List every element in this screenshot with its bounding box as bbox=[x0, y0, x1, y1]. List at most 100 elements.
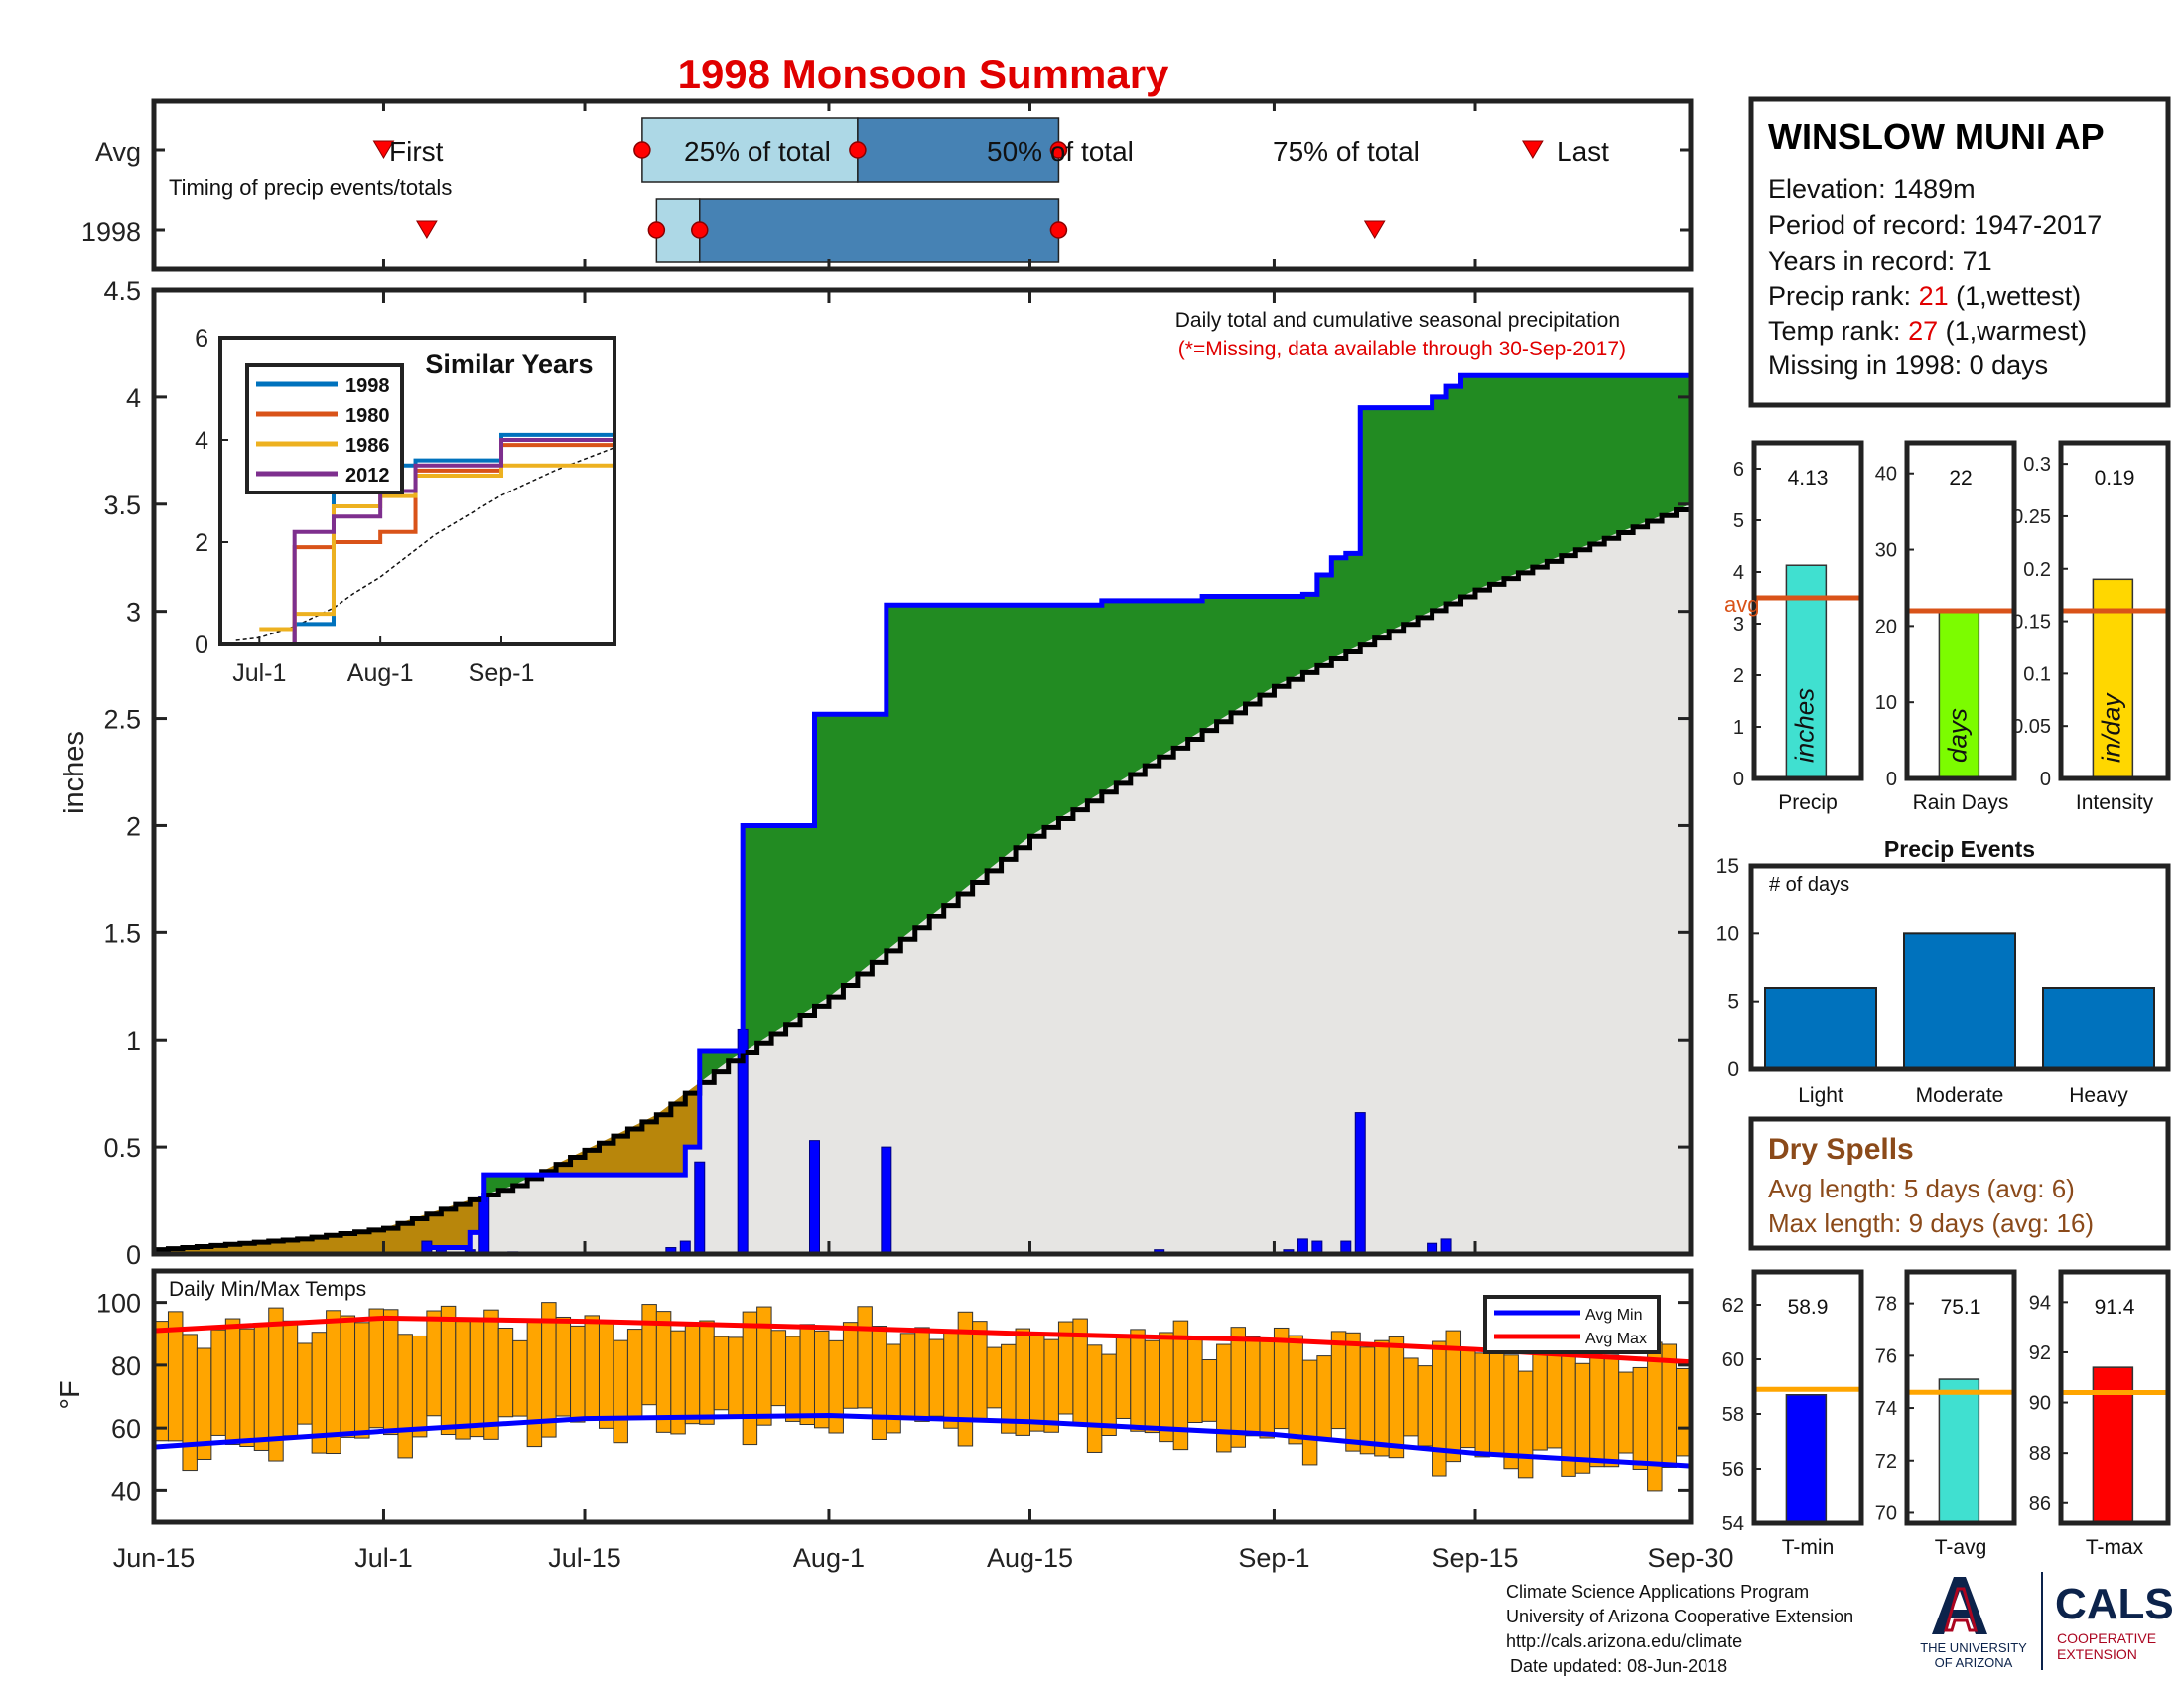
daily-temp-bar bbox=[986, 1346, 1003, 1409]
daily-temp-bar bbox=[857, 1306, 873, 1409]
precip-ylabel: inches bbox=[59, 731, 90, 814]
inset-y-tick-label: 4 bbox=[195, 427, 208, 455]
station-frame bbox=[1748, 96, 2171, 408]
daily-temp-bar bbox=[728, 1336, 744, 1419]
tmin-y-tick-label: 56 bbox=[1722, 1459, 1744, 1480]
tmax-label: T-max bbox=[2086, 1536, 2144, 1559]
intensity-unit: in/day bbox=[2096, 692, 2125, 763]
precip-rank-value: 21 bbox=[1919, 281, 1949, 311]
intensity-y-tick-label: 0 bbox=[2040, 769, 2051, 790]
daily-temp-bar bbox=[340, 1315, 356, 1438]
precip-y-axis: 0 0.5 1 1.5 2 2.5 3 3.5 4 4.5 bbox=[103, 276, 1693, 1270]
footer-date: Date updated: 08-Jun-2018 bbox=[1510, 1656, 1727, 1676]
daily-temp-bar bbox=[1043, 1338, 1059, 1433]
timing-bar-q50-q75 bbox=[699, 198, 1060, 263]
daily-temp-bar bbox=[224, 1318, 241, 1445]
tmin-value: 58.9 bbox=[1788, 1296, 1829, 1319]
daily-temp-bar bbox=[1603, 1354, 1620, 1468]
daily-temp-bar bbox=[1474, 1352, 1490, 1458]
quantile-marker bbox=[647, 221, 666, 239]
first-label: First bbox=[389, 136, 444, 167]
dry-spells-frame bbox=[1748, 1116, 2171, 1251]
precip-events-chart: Precip Events Light Moderate Heavy 0 5 10 15 #… bbox=[1716, 836, 2171, 1107]
cals-line2: EXTENSION bbox=[2057, 1646, 2137, 1662]
daily-precip-bar bbox=[881, 1146, 892, 1255]
timing-marks bbox=[372, 140, 1544, 239]
daily-temp-bar bbox=[1230, 1327, 1247, 1448]
first-last-marker bbox=[1521, 140, 1544, 159]
rain-days-y-tick-label: 40 bbox=[1875, 464, 1897, 486]
inset-axes: 0 2 4 6 Jul-1 Aug-1 Sep-1 bbox=[195, 325, 534, 687]
daily-temp-bar bbox=[440, 1305, 457, 1436]
daily-temp-bar bbox=[1130, 1329, 1146, 1432]
daily-temp-bar bbox=[469, 1317, 485, 1438]
figure-title: 1998 Monsoon Summary bbox=[678, 51, 1169, 97]
first-last-marker bbox=[416, 220, 438, 239]
inset-legend-items: 1998 1980 1986 2012 bbox=[256, 375, 390, 487]
precip-value: 4.13 bbox=[1788, 467, 1829, 490]
daily-precip-bar bbox=[1354, 1112, 1366, 1255]
rain-days-frame bbox=[1904, 440, 2017, 781]
precip-plot-area bbox=[154, 370, 1694, 1257]
daily-temp-bar bbox=[928, 1338, 945, 1417]
tmax-y-tick-label: 88 bbox=[2029, 1443, 2051, 1465]
last-label: Last bbox=[1557, 136, 1609, 167]
station-period: Period of record: 1947-2017 bbox=[1768, 211, 2102, 240]
daily-temp-bar bbox=[555, 1316, 572, 1417]
events-ylabel: # of days bbox=[1769, 874, 1849, 896]
events-y-tick-label: 15 bbox=[1716, 855, 1739, 878]
daily-temp-bar bbox=[297, 1342, 313, 1425]
intensity-y-tick-label: 0.1 bbox=[2023, 663, 2051, 685]
quantile-marker bbox=[1049, 141, 1068, 159]
footer-university: University of Arizona Cooperative Extens… bbox=[1506, 1607, 1853, 1626]
precip-y-tick-label: 1 bbox=[126, 1026, 141, 1055]
daily-temp-bar bbox=[1330, 1331, 1347, 1430]
dry-spells-title: Dry Spells bbox=[1768, 1133, 1914, 1166]
tmax-y-tick-label: 90 bbox=[2029, 1393, 2051, 1415]
precip-rank-prefix: Precip rank: bbox=[1768, 281, 1919, 311]
precip-note: Daily total and cumulative seasonal prec… bbox=[1175, 309, 1620, 332]
intensity-frame bbox=[2058, 440, 2171, 781]
intensity-value: 0.19 bbox=[2095, 467, 2135, 490]
temp-y-tick-label: 80 bbox=[111, 1351, 141, 1381]
precip-y-tick-label: 6 bbox=[1733, 459, 1744, 481]
quantile-marker bbox=[691, 221, 709, 239]
precip-y-tick-label: 3 bbox=[1733, 614, 1744, 635]
intensity-y-tick-label: 0.2 bbox=[2023, 559, 2051, 581]
daily-temp-bar bbox=[1532, 1353, 1548, 1451]
x-tick-label: Jul-1 bbox=[354, 1543, 413, 1573]
station-years: Years in record: 71 bbox=[1768, 246, 1992, 276]
daily-temp-bar bbox=[1432, 1340, 1447, 1477]
x-tick-label: Sep-1 bbox=[1238, 1543, 1309, 1573]
inset-y-tick-label: 2 bbox=[195, 529, 208, 557]
events-plot-area: Light Moderate Heavy 0 5 10 15 bbox=[1716, 855, 2155, 1107]
temperature-y-axis: 40 60 80 100 bbox=[96, 1289, 1693, 1522]
tavg-value: 75.1 bbox=[1941, 1296, 1981, 1319]
daily-temp-bar bbox=[426, 1310, 442, 1417]
inset-y-tick-label: 0 bbox=[195, 632, 208, 659]
daily-temp-bar bbox=[210, 1329, 226, 1436]
rain-days-panel: 0 10 20 30 40 22 days Rain Days bbox=[1875, 440, 2017, 814]
average-cumulative-fill bbox=[154, 503, 1691, 1254]
daily-temp-bar bbox=[368, 1308, 384, 1429]
inset-y-tick-label: 6 bbox=[195, 325, 208, 352]
daily-precip-bar bbox=[694, 1161, 706, 1255]
events-y-tick-label: 0 bbox=[1727, 1058, 1739, 1081]
inset-x-tick-label: Jul-1 bbox=[232, 659, 286, 687]
events-y-tick-label: 10 bbox=[1716, 922, 1739, 945]
daily-temp-bar bbox=[1216, 1343, 1232, 1453]
inset-legend-label: 2012 bbox=[345, 465, 390, 487]
rain-days-y-tick-label: 10 bbox=[1875, 692, 1897, 714]
tmin-bar bbox=[1785, 1394, 1828, 1524]
precip-rank: Precip rank: 21 (1,wettest) bbox=[1768, 281, 2081, 311]
precip-y-tick-label: 4.5 bbox=[103, 276, 141, 306]
inset-legend-label: 1986 bbox=[345, 435, 390, 457]
rain-days-y-tick-label: 30 bbox=[1875, 540, 1897, 562]
x-tick-label: Jun-15 bbox=[113, 1543, 196, 1573]
q25-label: 25% of total bbox=[684, 136, 831, 167]
daily-temp-bar bbox=[1618, 1371, 1634, 1454]
precip-average-label: avg bbox=[1724, 592, 1759, 617]
